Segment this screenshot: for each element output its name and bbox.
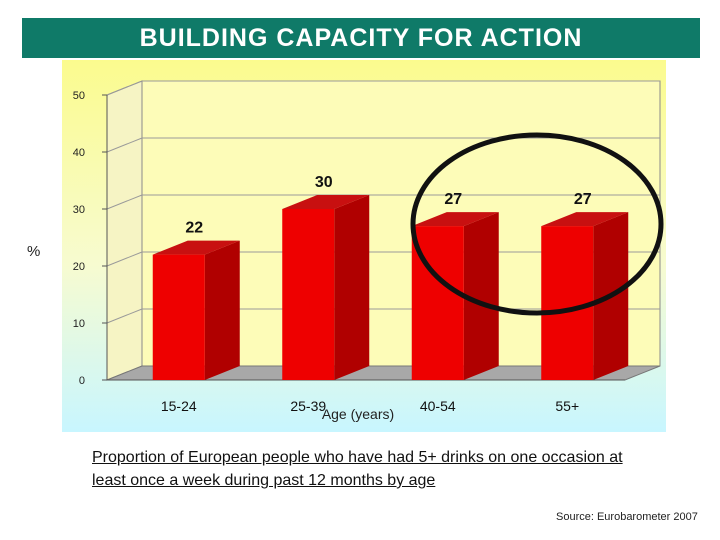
highlight-ellipse (410, 132, 664, 316)
bar-15-24 (152, 254, 205, 380)
y-tick-label: 20 (73, 261, 85, 273)
bar-top (541, 212, 629, 227)
bar-side (334, 195, 370, 380)
grid-line-side (106, 137, 143, 153)
data-label: 22 (185, 220, 203, 237)
y-tick-label: 10 (73, 318, 85, 330)
data-label: 27 (444, 191, 462, 208)
y-tick-label: 0 (79, 375, 85, 387)
bar-side (463, 212, 499, 380)
bar-55+ (541, 226, 594, 380)
data-label: 30 (315, 174, 333, 191)
y-tick-label: 30 (73, 204, 85, 216)
grid-line-side (106, 308, 143, 324)
caption: Proportion of European people who have h… (92, 449, 623, 489)
data-label: 27 (574, 191, 592, 208)
x-tick-label: 15-24 (161, 398, 197, 414)
source-note: Source: Eurobarometer 2007 (556, 511, 698, 523)
title-bar: BUILDING CAPACITY FOR ACTION (22, 18, 700, 58)
x-tick-label: 25-39 (290, 398, 326, 414)
x-tick-label: 55+ (555, 398, 579, 414)
bar-top (282, 195, 370, 209)
page-title: BUILDING CAPACITY FOR ACTION (139, 23, 583, 52)
grid-line-side (106, 194, 143, 210)
y-tick-label: 40 (73, 147, 85, 159)
y-axis-label: % (27, 243, 41, 260)
x-tick-label: 40-54 (420, 398, 456, 414)
bar-chart: 0 10 20 30 40 50 22 15-24 30 25-39 27 40-54 27 55+ Ag… (62, 60, 666, 432)
bar-side (204, 240, 240, 380)
y-tick-label: 50 (73, 90, 85, 102)
side-wall (106, 80, 143, 381)
grid-line-side (106, 251, 143, 267)
x-axis-label: Age (years) (322, 406, 394, 422)
bar-25-39 (282, 209, 335, 380)
bar-top (152, 240, 240, 255)
grid-line-side (106, 80, 143, 96)
bar-top (411, 212, 499, 227)
